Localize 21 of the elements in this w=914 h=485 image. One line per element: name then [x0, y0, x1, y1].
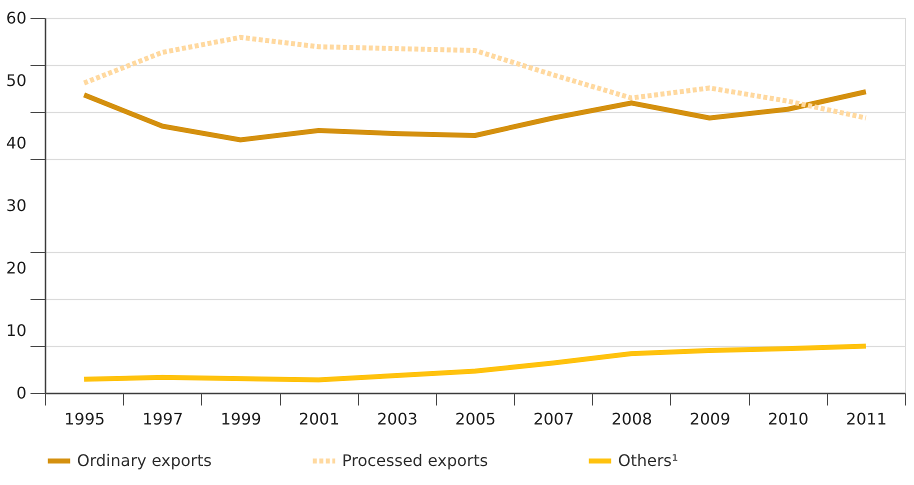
x-tick-label: 2007	[533, 410, 574, 428]
x-tick-label: 1995	[64, 410, 105, 428]
x-tick-label: 2001	[298, 410, 340, 428]
y-tick-label: 0	[16, 384, 26, 402]
x-tick-label: 2011	[846, 410, 887, 428]
legend-label: Processed exports	[342, 451, 488, 470]
x-tick-label: 2008	[612, 410, 652, 428]
legend-label: Others¹	[618, 451, 678, 470]
y-tick-label: 20	[6, 258, 26, 278]
y-tick-label: 30	[6, 196, 26, 215]
y-tick-label: 40	[6, 134, 26, 152]
x-tick-label: 1997	[142, 410, 184, 428]
x-tick-label: 2003	[376, 410, 418, 428]
x-tick-label: 2009	[690, 410, 730, 428]
y-tick-label: 60	[6, 8, 26, 28]
y-tick-label: 10	[6, 321, 26, 340]
y-tick-label: 50	[6, 71, 26, 90]
x-tick-label: 1999	[220, 410, 262, 428]
x-tick-label: 2010	[768, 410, 809, 428]
legend-label: Ordinary exports	[77, 451, 212, 470]
x-tick-label: 2005	[455, 410, 496, 428]
